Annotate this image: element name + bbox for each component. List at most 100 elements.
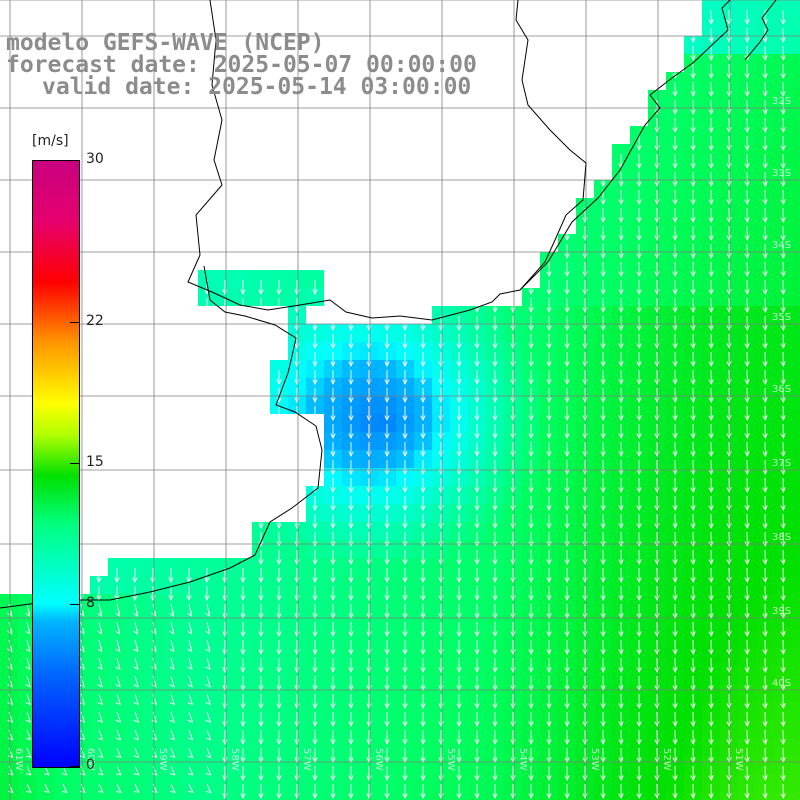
- wind-speed-cell: [738, 90, 756, 108]
- wind-speed-cell: [702, 198, 720, 216]
- wind-speed-cell: [648, 594, 666, 612]
- wind-speed-cell: [162, 702, 180, 720]
- wind-arrow: [115, 603, 121, 617]
- wind-speed-cell: [684, 144, 702, 162]
- wind-speed-cell: [108, 576, 126, 594]
- colorbar-unit: [m/s]: [32, 133, 69, 149]
- wind-arrow: [654, 729, 660, 746]
- wind-arrow: [564, 657, 570, 674]
- wind-arrow: [510, 585, 516, 602]
- wind-speed-cell: [126, 792, 144, 800]
- wind-speed-cell: [486, 720, 504, 738]
- wind-speed-cell: [702, 486, 720, 504]
- wind-arrow: [474, 459, 480, 476]
- wind-speed-cell: [702, 522, 720, 540]
- wind-speed-cell: [576, 234, 594, 252]
- wind-speed-cell: [702, 54, 720, 72]
- wind-speed-cell: [648, 144, 666, 162]
- wind-speed-cell: [108, 558, 126, 576]
- wind-speed-cell: [72, 792, 90, 800]
- wind-arrow: [744, 459, 750, 475]
- wind-arrow: [600, 405, 606, 422]
- wind-speed-cell: [774, 378, 792, 396]
- wind-arrow: [690, 225, 696, 242]
- wind-speed-cell: [126, 666, 144, 684]
- wind-arrow: [528, 495, 534, 512]
- wind-arrow: [384, 423, 390, 440]
- wind-arrow: [726, 117, 732, 133]
- wind-speed-cell: [522, 666, 540, 684]
- wind-arrow: [546, 441, 552, 458]
- wind-speed-cell: [396, 612, 414, 630]
- wind-arrow: [294, 369, 300, 386]
- wind-speed-cell: [252, 756, 270, 774]
- wind-speed-cell: [666, 684, 684, 702]
- wind-speed-cell: [720, 36, 738, 54]
- wind-speed-cell: [792, 450, 800, 468]
- wind-speed-cell: [90, 630, 108, 648]
- wind-arrow: [636, 369, 642, 386]
- wind-arrow: [169, 657, 175, 670]
- wind-speed-cell: [702, 396, 720, 414]
- wind-arrow: [205, 783, 212, 794]
- wind-speed-cell: [18, 612, 36, 630]
- wind-speed-cell: [0, 792, 18, 800]
- wind-speed-cell: [594, 684, 612, 702]
- wind-arrow: [744, 81, 750, 97]
- wind-speed-cell: [540, 594, 558, 612]
- wind-speed-cell: [18, 594, 36, 612]
- wind-speed-cell: [504, 468, 522, 486]
- wind-speed-cell: [576, 252, 594, 270]
- wind-arrow: [240, 693, 246, 710]
- wind-arrow: [492, 549, 498, 566]
- wind-speed-cell: [738, 738, 756, 756]
- wind-speed-cell: [288, 378, 306, 396]
- wind-speed-cell: [774, 252, 792, 270]
- wind-arrow: [546, 351, 552, 368]
- wind-speed-cell: [738, 198, 756, 216]
- wind-speed-cell: [378, 486, 396, 504]
- wind-arrow: [582, 405, 588, 422]
- wind-speed-cell: [756, 288, 774, 306]
- wind-speed-cell: [270, 522, 288, 540]
- wind-arrow: [169, 693, 175, 706]
- colorbar-tick-mark: [70, 321, 79, 323]
- wind-speed-cell: [378, 612, 396, 630]
- wind-speed-cell: [288, 540, 306, 558]
- wind-speed-cell: [702, 18, 720, 36]
- wind-arrow: [366, 495, 372, 512]
- wind-arrow: [600, 459, 606, 476]
- wind-arrow: [474, 513, 480, 530]
- wind-arrow: [510, 783, 516, 800]
- wind-speed-cell: [540, 702, 558, 720]
- wind-arrow: [492, 513, 498, 530]
- wind-speed-cell: [270, 702, 288, 720]
- wind-speed-cell: [324, 756, 342, 774]
- wind-arrow: [438, 495, 444, 512]
- wind-speed-cell: [774, 90, 792, 108]
- wind-arrow: [726, 639, 732, 655]
- wind-arrow: [276, 387, 282, 404]
- wind-arrow: [582, 711, 588, 728]
- wind-arrow: [276, 657, 282, 674]
- wind-speed-cell: [594, 666, 612, 684]
- wind-speed-cell: [468, 756, 486, 774]
- wind-speed-cell: [720, 18, 738, 36]
- wind-arrow: [402, 621, 408, 638]
- wind-speed-cell: [522, 288, 540, 306]
- wind-speed-cell: [396, 342, 414, 360]
- wind-arrow: [618, 423, 624, 440]
- wind-speed-cell: [306, 594, 324, 612]
- wind-speed-cell: [342, 738, 360, 756]
- wind-arrow: [600, 693, 606, 710]
- wind-speed-cell: [198, 594, 216, 612]
- wind-speed-cell: [270, 756, 288, 774]
- wind-arrow: [402, 693, 408, 710]
- wind-arrow: [168, 567, 174, 584]
- wind-speed-cell: [396, 774, 414, 792]
- wind-speed-cell: [792, 180, 800, 198]
- wind-arrow: [240, 585, 246, 602]
- wind-speed-cell: [180, 630, 198, 648]
- wind-speed-cell: [666, 504, 684, 522]
- wind-speed-cell: [450, 612, 468, 630]
